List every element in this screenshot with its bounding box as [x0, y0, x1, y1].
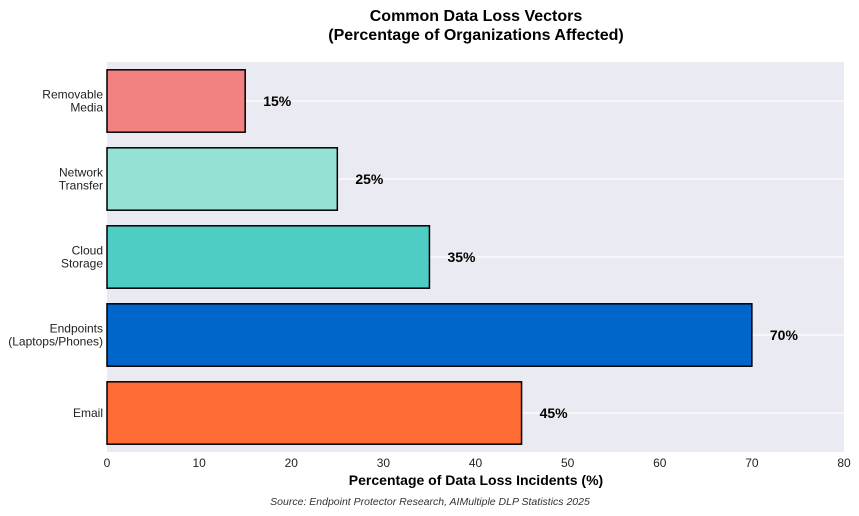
data-label: 70% [770, 327, 799, 343]
bar [106, 381, 523, 445]
chart-title: Common Data Loss Vectors [370, 8, 583, 25]
x-tick-label: 10 [192, 456, 206, 470]
bar [106, 69, 246, 133]
x-tick-label: 60 [653, 456, 667, 470]
x-tick-label: 50 [561, 456, 575, 470]
data-label: 45% [540, 405, 569, 421]
x-tick-label: 40 [469, 456, 483, 470]
y-tick-label: Endpoints [50, 322, 103, 336]
bar [106, 147, 339, 211]
y-tick-label: Transfer [59, 179, 103, 193]
y-tick-label: Email [73, 406, 103, 420]
x-tick-label: 30 [377, 456, 391, 470]
x-tick-label: 80 [837, 456, 851, 470]
y-tick-label: (Laptops/Phones) [8, 335, 103, 349]
bar [106, 303, 753, 367]
x-tick-label: 0 [104, 456, 111, 470]
x-tick-label: 20 [285, 456, 299, 470]
x-axis-label: Percentage of Data Loss Incidents (%) [349, 472, 603, 488]
data-label: 15% [263, 93, 292, 109]
y-tick-label: Storage [61, 257, 103, 271]
source-note: Source: Endpoint Protector Research, AIM… [270, 496, 590, 508]
data-label: 25% [355, 171, 384, 187]
x-tick-label: 70 [745, 456, 759, 470]
y-tick-label: Removable [42, 88, 103, 102]
chart-subtitle: (Percentage of Organizations Affected) [328, 27, 623, 44]
data-label: 35% [447, 249, 476, 265]
y-tick-label: Media [70, 101, 103, 115]
y-tick-label: Cloud [72, 244, 103, 258]
y-tick-label: Network [59, 166, 104, 180]
bar [106, 225, 431, 289]
